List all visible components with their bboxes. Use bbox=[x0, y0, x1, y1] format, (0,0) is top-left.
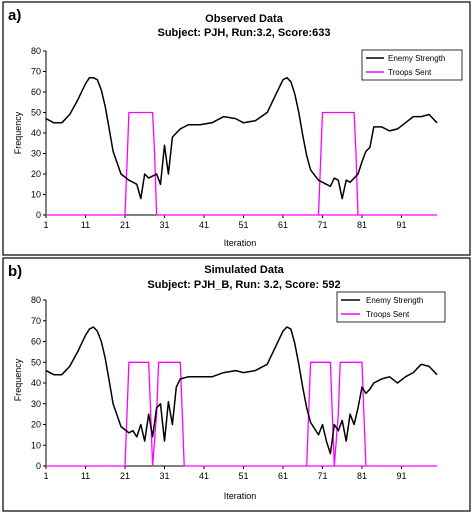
panel-b-series-enemy-strength bbox=[45, 326, 438, 455]
panel-a-y-tick-label: 30 bbox=[31, 149, 41, 159]
panel-a-y-tick-label: 40 bbox=[31, 128, 41, 138]
panel-a-x-tick-label: 41 bbox=[199, 220, 209, 230]
panel-a-series-troops-sent-second bbox=[317, 111, 359, 216]
panel-b-x-tick-label: 1 bbox=[43, 471, 48, 481]
panel-b-x-tick-label: 41 bbox=[199, 471, 209, 481]
panel-b-x-tick-label: 61 bbox=[278, 471, 288, 481]
panel-b-x-tick-label: 81 bbox=[357, 471, 367, 481]
panel-a-x-tick-label: 61 bbox=[278, 220, 288, 230]
panel-a-x-tick-label: 51 bbox=[238, 220, 248, 230]
panel-b-legend: Enemy Strength Troops Sent bbox=[336, 291, 446, 323]
panel-a-y-tick-label: 60 bbox=[31, 87, 41, 97]
panel-b-ylabel: Frequency bbox=[13, 358, 23, 401]
panel-b-label: b) bbox=[8, 263, 22, 280]
panel-b-legend-label-enemy: Enemy Strength bbox=[366, 296, 423, 305]
panel-a-y-tick-label: 0 bbox=[36, 210, 41, 220]
panel-b-y-tick-label: 20 bbox=[31, 420, 41, 430]
panel-a-x-tick-label: 1 bbox=[43, 220, 48, 230]
panel-b-legend-label-troops: Troops Sent bbox=[366, 310, 410, 319]
panel-a-y-tick-label: 10 bbox=[31, 190, 41, 200]
panel-a-series-enemy-strength bbox=[45, 76, 438, 200]
panel-a-x-tick-label: 21 bbox=[120, 220, 130, 230]
panel-b-x-tick-label: 91 bbox=[396, 471, 406, 481]
panel-a-x-tick-label: 31 bbox=[159, 220, 169, 230]
panel-b-y-tick-label: 10 bbox=[31, 440, 41, 450]
panel-b-x-tick-label: 31 bbox=[159, 471, 169, 481]
panel-a-x-tick-label: 11 bbox=[81, 220, 90, 230]
panel-b-series-troops-sent-second bbox=[306, 361, 367, 467]
panel-a-legend: Enemy Strength Troops Sent bbox=[361, 49, 463, 81]
panel-a-legend-box bbox=[361, 49, 463, 81]
panel-a-ylabel: Frequency bbox=[13, 111, 23, 154]
panel-b-title: Simulated Data bbox=[204, 264, 284, 276]
panel-b-xlabel: Iteration bbox=[224, 491, 257, 501]
panel-b-x-tick-label: 71 bbox=[317, 471, 327, 481]
panel-a-x-tick-label: 71 bbox=[317, 220, 327, 230]
panel-a-y-tick-label: 50 bbox=[31, 108, 41, 118]
panel-a-subtitle: Subject: PJH, Run:3.2, Score:633 bbox=[158, 27, 331, 39]
panel-a-label: a) bbox=[8, 7, 21, 24]
panel-b-y-tick-label: 30 bbox=[31, 399, 41, 409]
panel-b-y-tick-label: 0 bbox=[36, 461, 41, 471]
panel-a-xlabel: Iteration bbox=[224, 238, 257, 248]
panel-b-y-tick-label: 60 bbox=[31, 337, 41, 347]
panel-b-y-tick-label: 80 bbox=[31, 295, 41, 305]
panel-b-subtitle: Subject: PJH_B, Run: 3.2, Score: 592 bbox=[147, 279, 340, 291]
panel-a-x-tick-label: 81 bbox=[357, 220, 367, 230]
panel-b-y-tick-label: 70 bbox=[31, 316, 41, 326]
panel-b-series-troops-sent bbox=[46, 361, 437, 467]
panel-a-series-troops-sent bbox=[46, 111, 437, 216]
panel-b-y-tick-label: 40 bbox=[31, 378, 41, 388]
panel-a-y-tick-label: 80 bbox=[31, 46, 41, 56]
panel-b-x-tick-label: 11 bbox=[81, 471, 90, 481]
panel-b-legend-box bbox=[336, 291, 446, 323]
panel-b-x-tick-label: 21 bbox=[120, 471, 130, 481]
panel-a-title: Observed Data bbox=[205, 13, 284, 25]
panel-a-x-tick-label: 91 bbox=[396, 220, 406, 230]
panel-a-legend-label-enemy: Enemy Strength bbox=[388, 54, 445, 63]
panel-a-y-tick-label: 20 bbox=[31, 169, 41, 179]
panel-a-frame bbox=[2, 1, 471, 256]
panel-a-legend-label-troops: Troops Sent bbox=[388, 68, 432, 77]
panel-b-x-tick-label: 51 bbox=[238, 471, 248, 481]
panel-b-y-tick-label: 50 bbox=[31, 357, 41, 367]
panel-a-y-tick-label: 70 bbox=[31, 67, 41, 77]
